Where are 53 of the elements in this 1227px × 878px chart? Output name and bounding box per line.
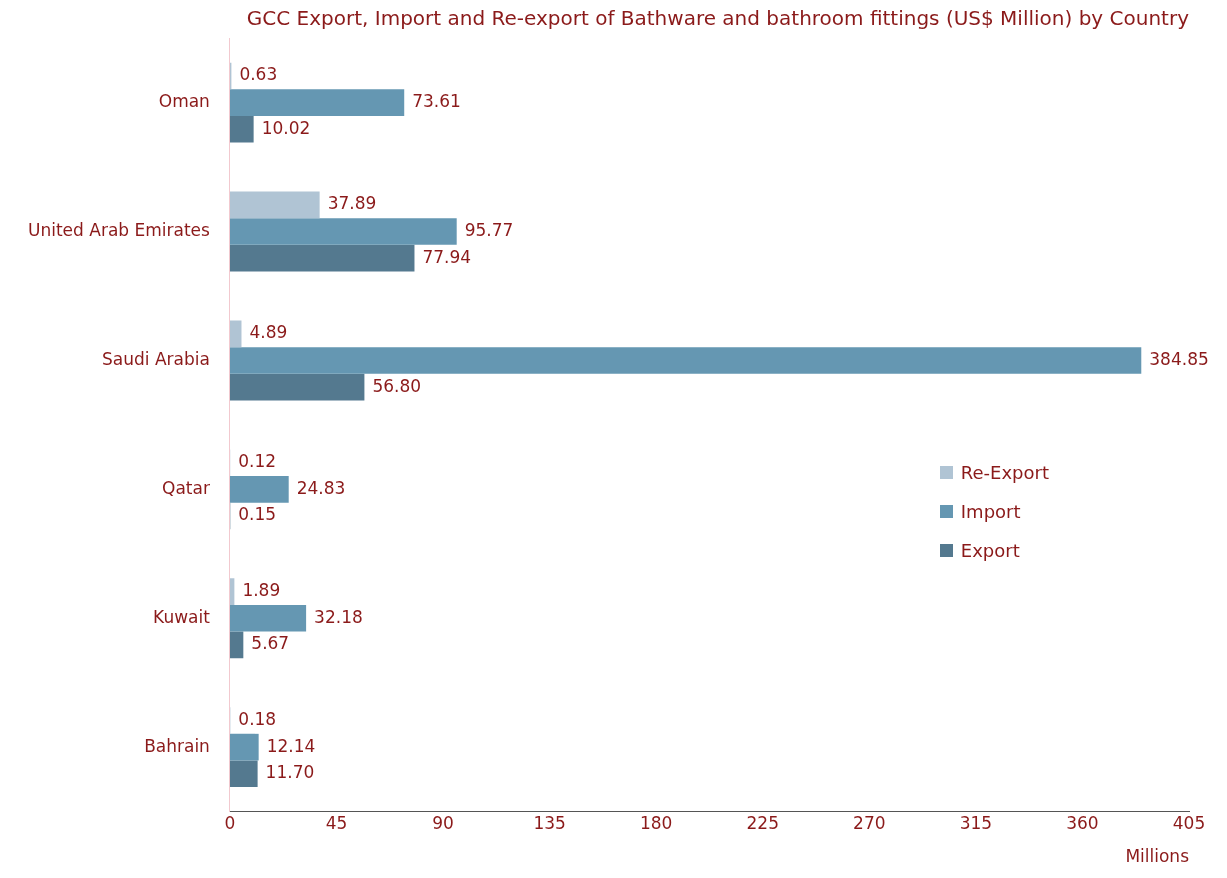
bar bbox=[229, 760, 258, 788]
bar bbox=[229, 89, 405, 116]
bar bbox=[229, 631, 244, 659]
bar bbox=[229, 115, 254, 143]
data-label: 77.94 bbox=[422, 246, 472, 267]
x-tick-label: 360 bbox=[1066, 813, 1099, 834]
data-label: 73.61 bbox=[412, 91, 461, 112]
y-tick-label: Bahrain bbox=[144, 735, 210, 756]
bar bbox=[229, 476, 289, 503]
bar bbox=[229, 604, 307, 632]
data-label: 12.14 bbox=[266, 735, 316, 756]
y-tick-label: Oman bbox=[158, 91, 210, 112]
bar bbox=[229, 320, 242, 348]
x-tick-label: 90 bbox=[432, 813, 454, 834]
data-label: 11.70 bbox=[265, 762, 315, 783]
data-label: 56.80 bbox=[372, 375, 422, 396]
bar bbox=[229, 578, 235, 605]
x-tick-label: 135 bbox=[533, 813, 566, 834]
data-label: 32.18 bbox=[314, 606, 363, 627]
y-tick-label: Qatar bbox=[162, 477, 210, 498]
data-label: 5.67 bbox=[251, 633, 290, 654]
y-tick-label: Saudi Arabia bbox=[102, 348, 210, 369]
bar bbox=[229, 244, 415, 272]
data-label: 384.85 bbox=[1149, 348, 1209, 369]
legend-label: Export bbox=[960, 540, 1020, 561]
x-tick-label: 225 bbox=[746, 813, 779, 834]
x-tick-label: 405 bbox=[1172, 813, 1206, 834]
data-label: 37.89 bbox=[327, 193, 377, 214]
x-tick-label: 45 bbox=[325, 813, 348, 834]
chart-title: GCC Export, Import and Re-export of Bathware and bathroom fittings (US$ Million) by Country bbox=[246, 6, 1190, 31]
data-label: 0.18 bbox=[238, 708, 277, 729]
data-label: 10.02 bbox=[261, 117, 311, 138]
bar bbox=[229, 218, 457, 245]
legend-label: Import bbox=[960, 501, 1021, 522]
bar bbox=[229, 191, 320, 219]
x-tick-label: 0 bbox=[224, 813, 236, 834]
bar bbox=[229, 733, 259, 761]
bar bbox=[229, 373, 365, 401]
data-label: 0.12 bbox=[238, 451, 277, 472]
data-label: 95.77 bbox=[464, 219, 514, 240]
legend-label: Re-Export bbox=[960, 462, 1049, 483]
data-label: 24.83 bbox=[296, 477, 346, 498]
data-label: 4.89 bbox=[249, 322, 288, 343]
data-label: 0.15 bbox=[238, 504, 277, 525]
data-label: 1.89 bbox=[242, 580, 281, 601]
x-axis-title: Millions bbox=[1125, 846, 1190, 866]
data-label: 0.63 bbox=[239, 64, 278, 85]
x-tick-label: 180 bbox=[639, 813, 673, 834]
x-tick-label: 315 bbox=[959, 813, 993, 834]
y-tick-label: United Arab Emirates bbox=[28, 219, 211, 240]
bar bbox=[229, 347, 1142, 374]
y-tick-label: Kuwait bbox=[153, 606, 211, 627]
x-tick-label: 270 bbox=[853, 813, 886, 834]
